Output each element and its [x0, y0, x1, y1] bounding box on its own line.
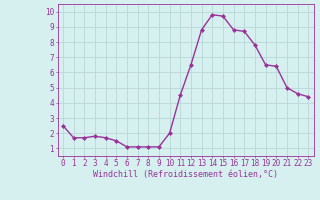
X-axis label: Windchill (Refroidissement éolien,°C): Windchill (Refroidissement éolien,°C) [93, 170, 278, 179]
